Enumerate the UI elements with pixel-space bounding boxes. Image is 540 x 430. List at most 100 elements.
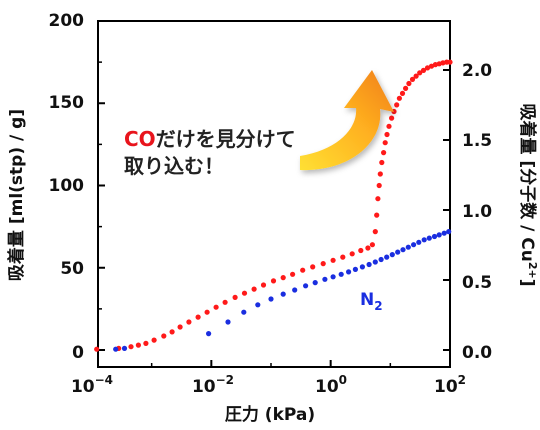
data-point: [441, 230, 447, 236]
data-point: [431, 233, 438, 240]
x-tick-label: 10−2: [192, 373, 234, 397]
y-tick-label-right: 2.0: [462, 61, 492, 81]
y-tick-label: 150: [49, 93, 85, 113]
data-point: [270, 278, 277, 284]
data-point: [151, 337, 157, 343]
data-point: [366, 261, 372, 268]
data-point: [378, 256, 384, 263]
data-point: [232, 294, 238, 300]
data-point: [280, 275, 286, 281]
data-point: [346, 269, 352, 275]
x-tick-label: 100: [315, 373, 347, 397]
x-tick-label: 102: [434, 373, 466, 397]
data-point: [303, 283, 309, 289]
y-axis-label-left: 吸着量 [ml(stp) / g]: [6, 109, 27, 281]
data-point: [225, 319, 231, 325]
y-tick-label-right: 1.5: [462, 131, 492, 151]
data-point: [310, 264, 316, 270]
data-point: [312, 280, 318, 286]
data-point: [389, 115, 395, 121]
data-point: [251, 286, 257, 292]
y-tick-label-right: 0.0: [462, 343, 492, 363]
data-point: [322, 276, 328, 282]
y-tick-label: 200: [49, 11, 85, 31]
data-point: [374, 212, 380, 218]
data-point: [292, 287, 298, 293]
data-point: [394, 102, 400, 108]
x-axis-label: 圧力 (kPa): [225, 404, 315, 425]
x-tick-label: 10−4: [71, 373, 113, 397]
data-point: [379, 159, 385, 166]
y-tick-label: 0: [72, 343, 84, 363]
data-point: [213, 304, 219, 310]
data-point: [195, 314, 201, 320]
data-point: [436, 232, 442, 238]
data-point: [169, 329, 175, 335]
data-point: [268, 296, 274, 302]
n2-series-label: N2: [360, 290, 383, 313]
data-point: [384, 254, 390, 260]
data-point: [330, 274, 336, 280]
data-point: [121, 345, 128, 351]
data-point: [186, 319, 192, 325]
data-point: [369, 242, 375, 248]
data-point: [372, 259, 378, 265]
data-point: [381, 150, 387, 156]
data-point: [260, 282, 267, 288]
x-tick-labels: 10−4 10−2 100 102: [71, 373, 466, 397]
data-point: [377, 171, 383, 177]
data-point: [222, 299, 228, 305]
data-point: [389, 252, 395, 258]
y-tick-label-right: 0.5: [462, 273, 492, 293]
data-point: [128, 344, 134, 350]
data-point: [406, 80, 412, 87]
data-point: [409, 76, 416, 82]
data-point: [413, 73, 419, 79]
tick-marks: [98, 20, 451, 367]
data-point: [400, 247, 406, 253]
y-tick-label-right: 1.0: [462, 202, 492, 222]
data-point: [290, 271, 296, 277]
data-point: [396, 95, 402, 101]
data-point: [376, 182, 382, 189]
data-point: [177, 324, 183, 330]
data-point: [349, 251, 355, 257]
data-point: [446, 229, 452, 235]
curved-arrow-icon: [300, 70, 394, 171]
data-point: [421, 237, 427, 243]
data-point: [358, 247, 364, 254]
data-point: [447, 59, 453, 65]
data-point: [426, 235, 432, 241]
data-point: [330, 257, 336, 263]
data-point: [411, 242, 417, 248]
data-point: [352, 266, 358, 272]
data-point: [359, 264, 365, 270]
data-point: [280, 291, 286, 297]
data-point: [340, 254, 346, 260]
data-point: [395, 249, 401, 255]
y-axis-label-right: 吸着量 [分子数 / Cu2+]: [517, 104, 539, 287]
y-tick-label: 100: [49, 176, 85, 196]
data-point: [424, 65, 431, 71]
data-point: [417, 70, 423, 76]
data-point: [375, 196, 381, 202]
data-point: [143, 340, 149, 346]
data-point: [382, 140, 388, 146]
plot-frame: [97, 20, 451, 368]
data-point: [405, 244, 411, 250]
data-point: [300, 267, 306, 273]
data-point: [94, 346, 100, 352]
data-point: [420, 67, 427, 73]
annotation-line-1: COだけを見分けて: [124, 127, 296, 151]
series-n2: [113, 229, 452, 352]
data-point: [428, 63, 435, 69]
annotation-line-2: 取り込む！: [124, 154, 224, 178]
data-point: [161, 333, 167, 339]
series-co: [94, 59, 453, 352]
y-tick-label: 50: [60, 259, 84, 279]
data-point: [113, 346, 119, 352]
data-point: [399, 90, 406, 96]
data-point: [241, 290, 248, 296]
data-point: [338, 271, 344, 277]
